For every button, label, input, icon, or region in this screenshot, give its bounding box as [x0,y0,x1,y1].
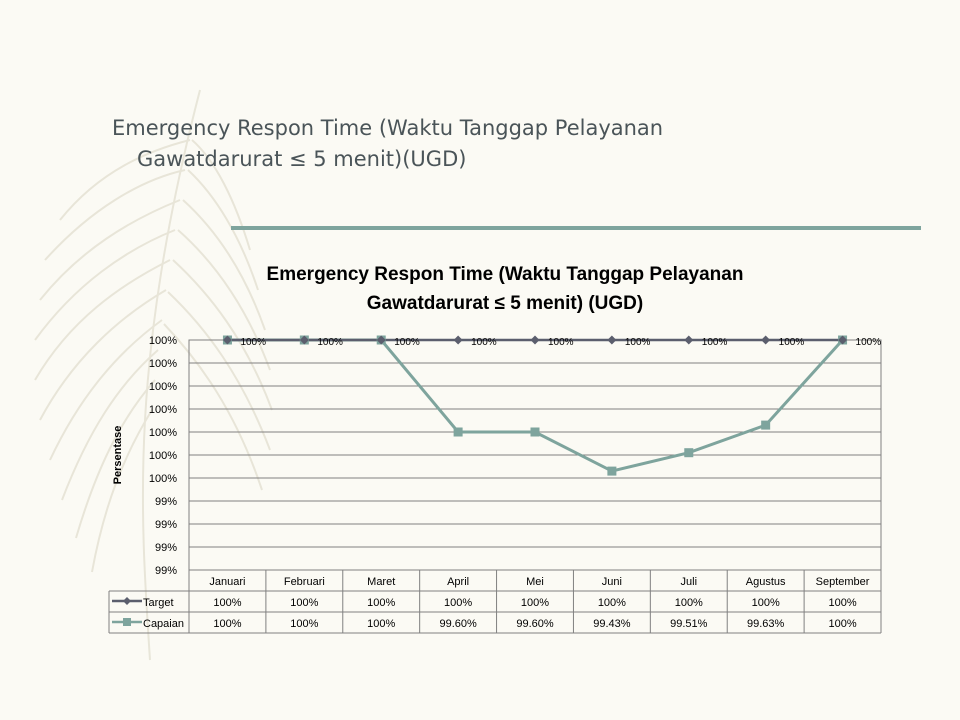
data-label: 100% [548,337,574,348]
chart-title-line-1: Emergency Respon Time (Waktu Tanggap Pel… [266,264,744,285]
table-cell-value: 100% [367,597,395,609]
y-tick-label: 99% [155,519,177,531]
data-point-capaian [761,420,771,430]
x-category-label: Mei [526,576,544,588]
data-label: 100% [779,337,805,348]
table-cell-value: 100% [752,597,780,609]
data-point-target [222,335,232,345]
feather-leaf-decoration [34,89,273,661]
accent-divider [231,226,921,230]
x-category-label: Maret [367,576,395,588]
data-point-target [376,335,386,345]
table-cell-value: 99.60% [439,618,477,630]
y-tick-label: 99% [155,496,177,508]
data-point-target [761,335,771,345]
data-point-capaian [530,427,540,437]
data-label: 100% [856,337,882,348]
legend-label: Target [143,597,174,609]
table-cell-value: 100% [367,618,395,630]
data-label: 100% [394,337,420,348]
slide-title-line-1: Emergency Respon Time (Waktu Tanggap Pel… [112,116,664,140]
table-cell-value: 100% [213,618,241,630]
data-label: 100% [471,337,497,348]
y-tick-label: 100% [149,381,177,393]
x-category-label: Agustus [746,576,786,588]
data-label: 100% [702,337,728,348]
chart-title-line-2: Gawatdarurat ≤ 5 menit) (UGD) [366,293,644,314]
y-tick-label: 99% [155,565,177,577]
table-cell-value: 100% [290,597,318,609]
chart-title: Emergency Respon Time (Waktu Tanggap Pel… [200,260,810,318]
y-tick-label: 99% [155,542,177,554]
data-label: 100% [317,337,343,348]
data-point-target [299,335,309,345]
x-category-label: April [447,576,469,588]
table-cell-value: 99.60% [516,618,554,630]
x-category-label: Juni [602,576,622,588]
x-category-label: Juli [681,576,698,588]
table-cell-value: 100% [828,618,856,630]
table-cell-value: 100% [828,597,856,609]
table-cell-value: 100% [598,597,626,609]
series-line-capaian [227,338,844,473]
table-cell-value: 100% [290,618,318,630]
table-cell-value: 100% [521,597,549,609]
slide-title: Emergency Respon Time (Waktu Tanggap Pel… [112,113,752,175]
x-category-label: Februari [284,576,325,588]
y-tick-label: 100% [149,404,177,416]
y-tick-label: 100% [149,358,177,370]
table-cell-value: 100% [675,597,703,609]
y-tick-label: 100% [149,473,177,485]
legend-key-marker [123,618,131,626]
table-cell-value: 99.43% [593,618,631,630]
data-point-target [607,335,617,345]
x-category-label: September [816,576,870,588]
y-axis-label: Persentase [112,426,124,485]
data-point-capaian [453,427,463,437]
data-point-target [684,335,694,345]
legend-key-marker [123,597,131,605]
table-cell-value: 100% [213,597,241,609]
table-cell-value: 99.63% [747,618,785,630]
data-point-target [838,335,848,345]
y-tick-label: 100% [149,335,177,347]
table-cell-value: 99.51% [670,618,708,630]
data-point-capaian [607,466,617,476]
data-label: 100% [625,337,651,348]
legend-label: Capaian [143,618,184,630]
data-point-target [530,335,540,345]
x-category-label: Januari [209,576,245,588]
table-cell-value: 100% [444,597,472,609]
y-tick-label: 100% [149,427,177,439]
data-point-target [453,335,463,345]
data-label: 100% [240,337,266,348]
data-point-capaian [684,448,694,458]
slide-title-line-2: Gawatdarurat ≤ 5 menit)(UGD) [137,147,467,171]
y-tick-label: 100% [149,450,177,462]
